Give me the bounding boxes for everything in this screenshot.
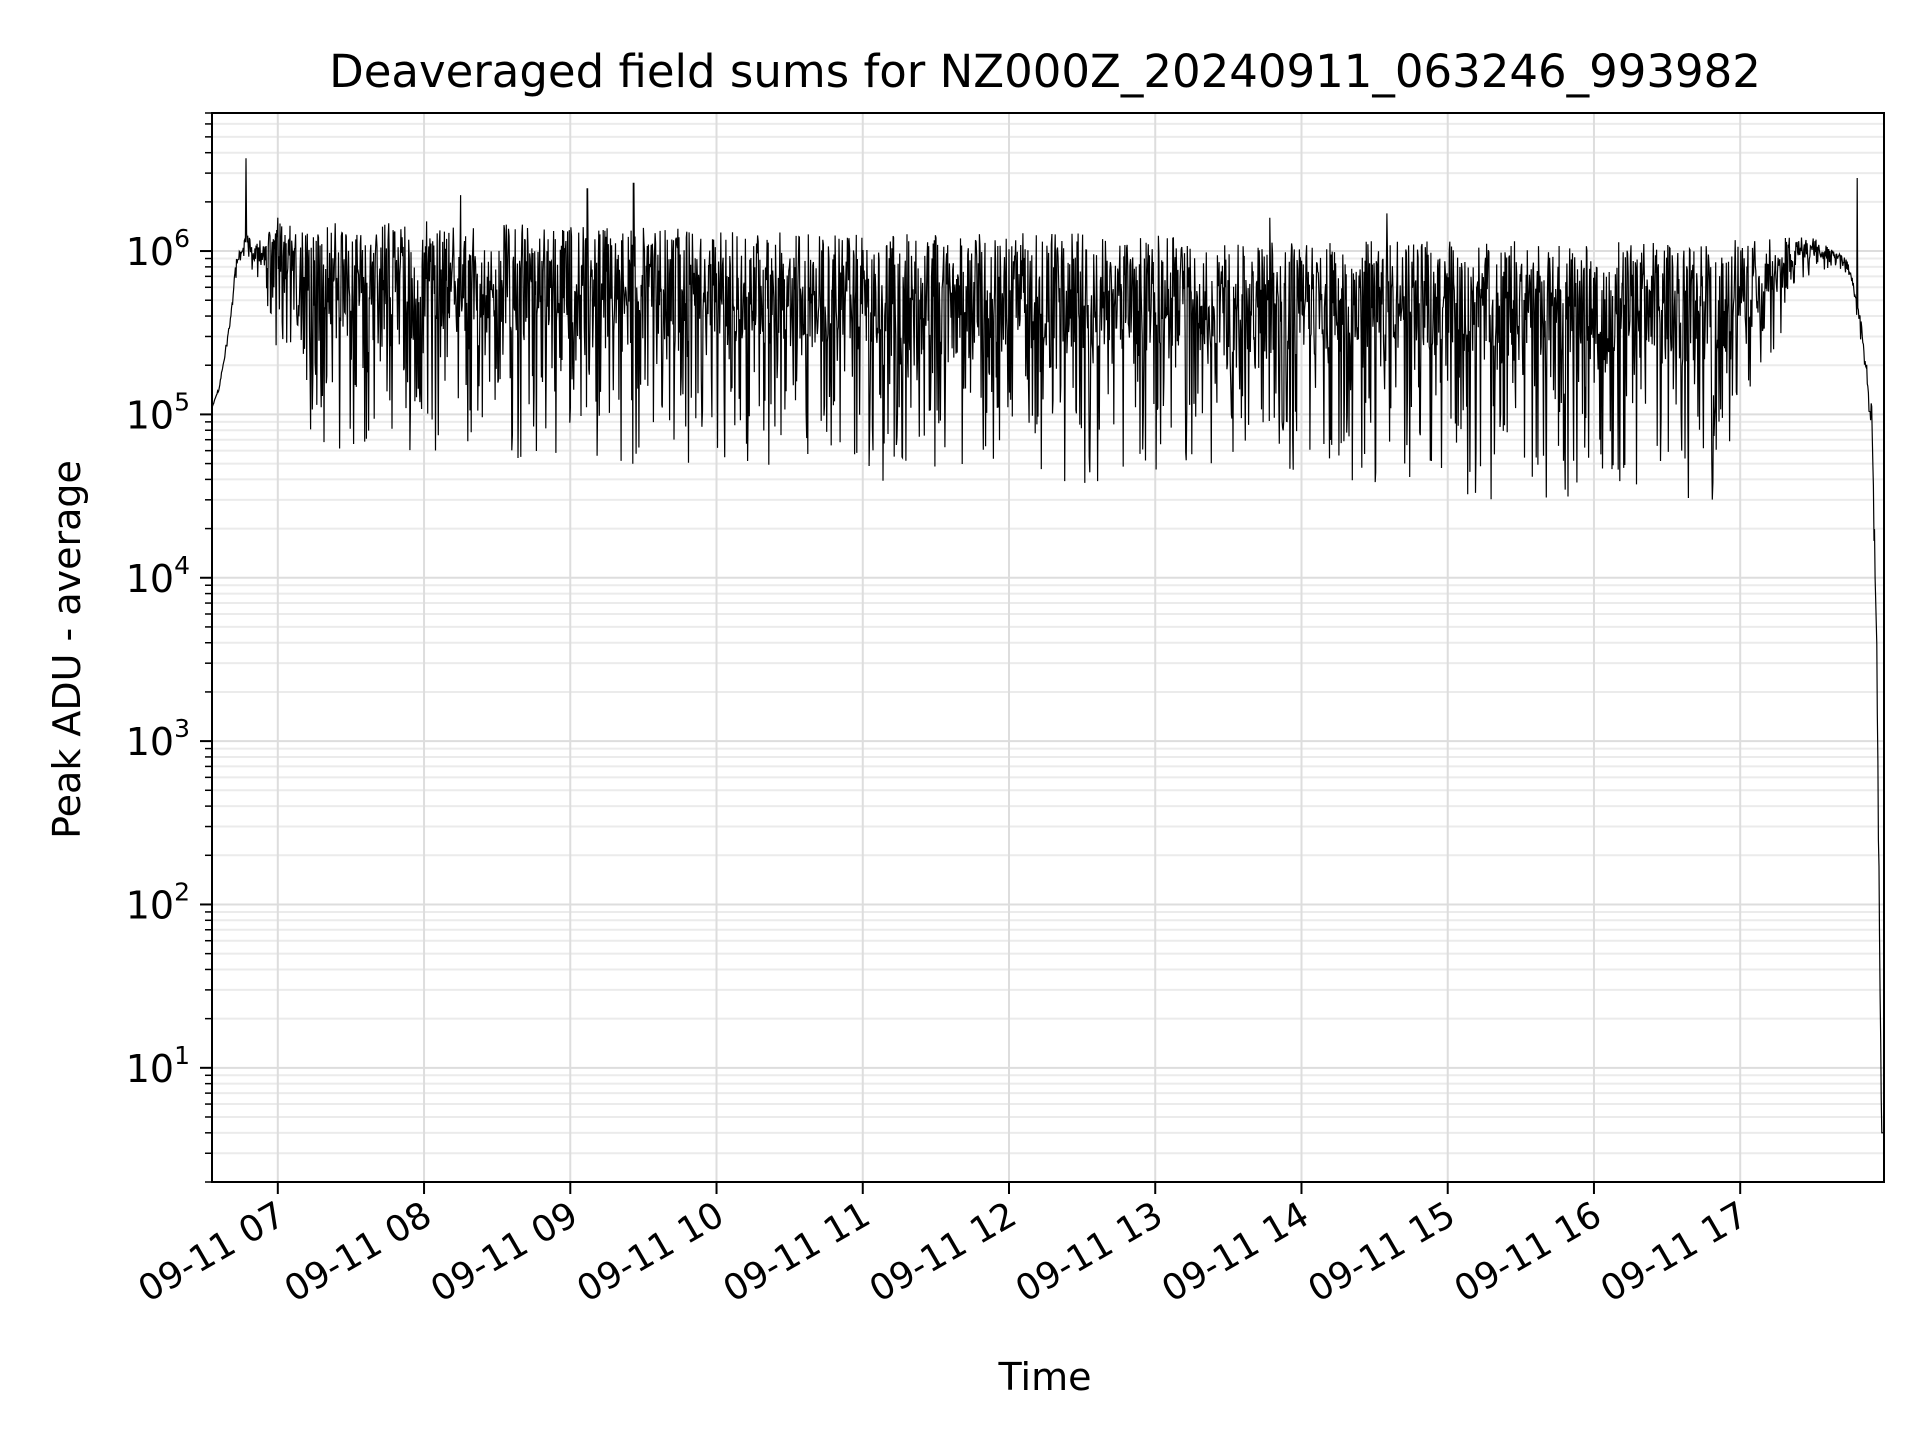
y-tick-label-base: 10 [126, 393, 174, 437]
y-tick-label-base: 10 [126, 720, 174, 764]
y-tick-label-exponent: 1 [174, 1041, 190, 1070]
series-path [211, 158, 1884, 1134]
plot-frame [211, 112, 1885, 1183]
x-axis-label: Time [998, 1355, 1092, 1399]
y-tick-label: 102 [126, 877, 190, 927]
y-tick-label: 105 [126, 387, 190, 437]
chart-title: Deaveraged field sums for NZ000Z_2024091… [329, 45, 1761, 98]
y-tick-label-exponent: 3 [174, 714, 190, 743]
y-axis-label: Peak ADU - average [45, 460, 89, 839]
y-tick-label: 103 [126, 714, 190, 764]
y-tick-label: 104 [126, 551, 190, 601]
y-tick-label: 106 [126, 224, 190, 274]
y-tick-label-base: 10 [126, 883, 174, 927]
y-tick-label-base: 10 [126, 557, 174, 601]
y-tick-label: 101 [126, 1041, 190, 1091]
y-tick-label-exponent: 2 [174, 877, 190, 906]
y-tick-label-base: 10 [126, 1047, 174, 1091]
y-tick-label-base: 10 [126, 230, 174, 274]
series-line [211, 158, 1884, 1134]
y-tick-label-exponent: 6 [174, 224, 190, 253]
y-tick-label-exponent: 5 [174, 387, 190, 416]
y-tick-label-exponent: 4 [174, 551, 190, 580]
